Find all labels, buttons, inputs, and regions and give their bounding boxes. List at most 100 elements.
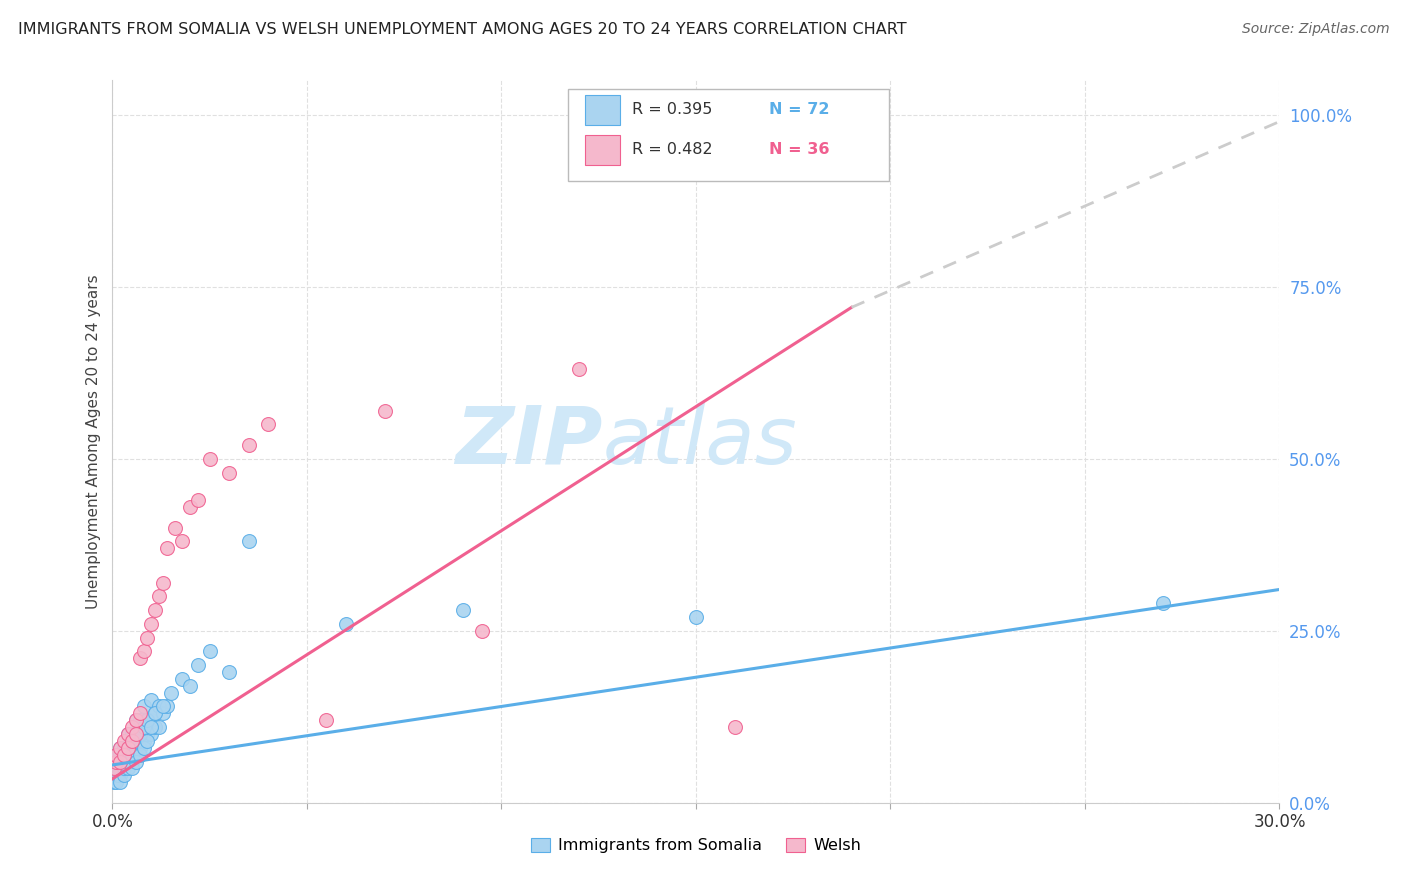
Point: [132, 720, 155, 734]
Point: [156, 541, 179, 556]
Point: [132, 644, 155, 658]
Point: [568, 362, 591, 376]
Point: [125, 755, 148, 769]
Point: [112, 747, 135, 762]
Point: [136, 727, 159, 741]
Point: [121, 761, 143, 775]
Point: [238, 438, 260, 452]
Point: [103, 775, 125, 789]
Text: R = 0.482: R = 0.482: [631, 143, 713, 157]
Point: [471, 624, 494, 638]
Point: [132, 699, 155, 714]
Point: [105, 755, 128, 769]
Point: [117, 761, 139, 775]
Point: [136, 713, 159, 727]
Point: [121, 747, 143, 762]
Point: [136, 631, 159, 645]
Point: [218, 665, 240, 679]
Point: [152, 706, 174, 721]
Point: [198, 644, 221, 658]
Point: [1152, 596, 1174, 610]
Point: [141, 692, 163, 706]
Point: [187, 493, 209, 508]
Point: [110, 755, 132, 769]
Point: [841, 108, 863, 122]
Point: [125, 740, 148, 755]
Point: [128, 740, 150, 755]
Point: [160, 686, 183, 700]
Point: [152, 699, 174, 714]
Point: [128, 651, 150, 665]
Point: [112, 734, 135, 748]
Text: IMMIGRANTS FROM SOMALIA VS WELSH UNEMPLOYMENT AMONG AGES 20 TO 24 YEARS CORRELAT: IMMIGRANTS FROM SOMALIA VS WELSH UNEMPLO…: [18, 22, 907, 37]
Point: [112, 761, 135, 775]
Point: [335, 616, 357, 631]
Point: [117, 740, 139, 755]
Point: [110, 747, 132, 762]
Point: [121, 720, 143, 734]
Point: [125, 747, 148, 762]
FancyBboxPatch shape: [585, 95, 620, 125]
Point: [136, 734, 159, 748]
Point: [143, 706, 166, 721]
Point: [121, 740, 143, 755]
Point: [128, 727, 150, 741]
Point: [172, 534, 194, 549]
Point: [117, 740, 139, 755]
Point: [125, 727, 148, 741]
Point: [143, 603, 166, 617]
Point: [105, 775, 128, 789]
Point: [128, 727, 150, 741]
Point: [110, 755, 132, 769]
Point: [105, 755, 128, 769]
Point: [141, 720, 163, 734]
Text: ZIP: ZIP: [456, 402, 603, 481]
Point: [125, 713, 148, 727]
Point: [141, 727, 163, 741]
Point: [125, 734, 148, 748]
Point: [121, 734, 143, 748]
Point: [163, 520, 186, 534]
Point: [141, 713, 163, 727]
Point: [112, 740, 135, 755]
Point: [451, 603, 474, 617]
Point: [103, 761, 125, 775]
Point: [110, 740, 132, 755]
Point: [148, 720, 170, 734]
Point: [125, 713, 148, 727]
Point: [103, 761, 125, 775]
Point: [218, 466, 240, 480]
Point: [125, 727, 148, 741]
Text: atlas: atlas: [603, 402, 797, 481]
FancyBboxPatch shape: [585, 135, 620, 165]
Point: [724, 720, 747, 734]
Point: [110, 768, 132, 782]
Text: N = 72: N = 72: [769, 103, 830, 117]
Point: [374, 403, 396, 417]
Point: [107, 768, 129, 782]
Point: [107, 761, 129, 775]
Point: [148, 590, 170, 604]
FancyBboxPatch shape: [568, 89, 889, 181]
Point: [105, 747, 128, 762]
Point: [121, 755, 143, 769]
Point: [117, 727, 139, 741]
Point: [117, 727, 139, 741]
Point: [132, 740, 155, 755]
Point: [141, 616, 163, 631]
Point: [238, 534, 260, 549]
Point: [117, 747, 139, 762]
Point: [156, 699, 179, 714]
Point: [187, 658, 209, 673]
Point: [179, 500, 201, 514]
Point: [112, 747, 135, 762]
Point: [121, 727, 143, 741]
Point: [685, 610, 707, 624]
Point: [148, 699, 170, 714]
Point: [143, 706, 166, 721]
Point: [105, 747, 128, 762]
Point: [110, 740, 132, 755]
Point: [136, 713, 159, 727]
Point: [172, 672, 194, 686]
Point: [198, 451, 221, 466]
